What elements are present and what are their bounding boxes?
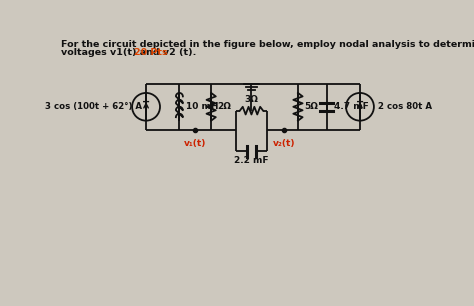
Text: 2 cos 80t A: 2 cos 80t A xyxy=(378,102,432,111)
Text: 20 Pts: 20 Pts xyxy=(135,48,168,57)
Text: 2Ω: 2Ω xyxy=(218,102,231,111)
Text: v₁(t): v₁(t) xyxy=(184,139,206,148)
Text: +: + xyxy=(356,97,364,107)
Text: For the circuit depicted in the figure below, employ nodal analysis to determine: For the circuit depicted in the figure b… xyxy=(61,40,474,49)
Text: +: + xyxy=(142,97,150,107)
Text: 4.7 mF: 4.7 mF xyxy=(334,102,369,111)
Text: v₂(t): v₂(t) xyxy=(273,139,295,148)
Text: 2.2 mF: 2.2 mF xyxy=(234,156,269,165)
Text: 3 cos (100t + 62°) A: 3 cos (100t + 62°) A xyxy=(45,102,142,111)
Text: 5Ω: 5Ω xyxy=(304,102,318,111)
Text: voltages v1(t) and v2 (t).: voltages v1(t) and v2 (t). xyxy=(61,48,203,57)
Text: 10 mH: 10 mH xyxy=(186,102,218,111)
Text: 3Ω: 3Ω xyxy=(245,95,258,104)
